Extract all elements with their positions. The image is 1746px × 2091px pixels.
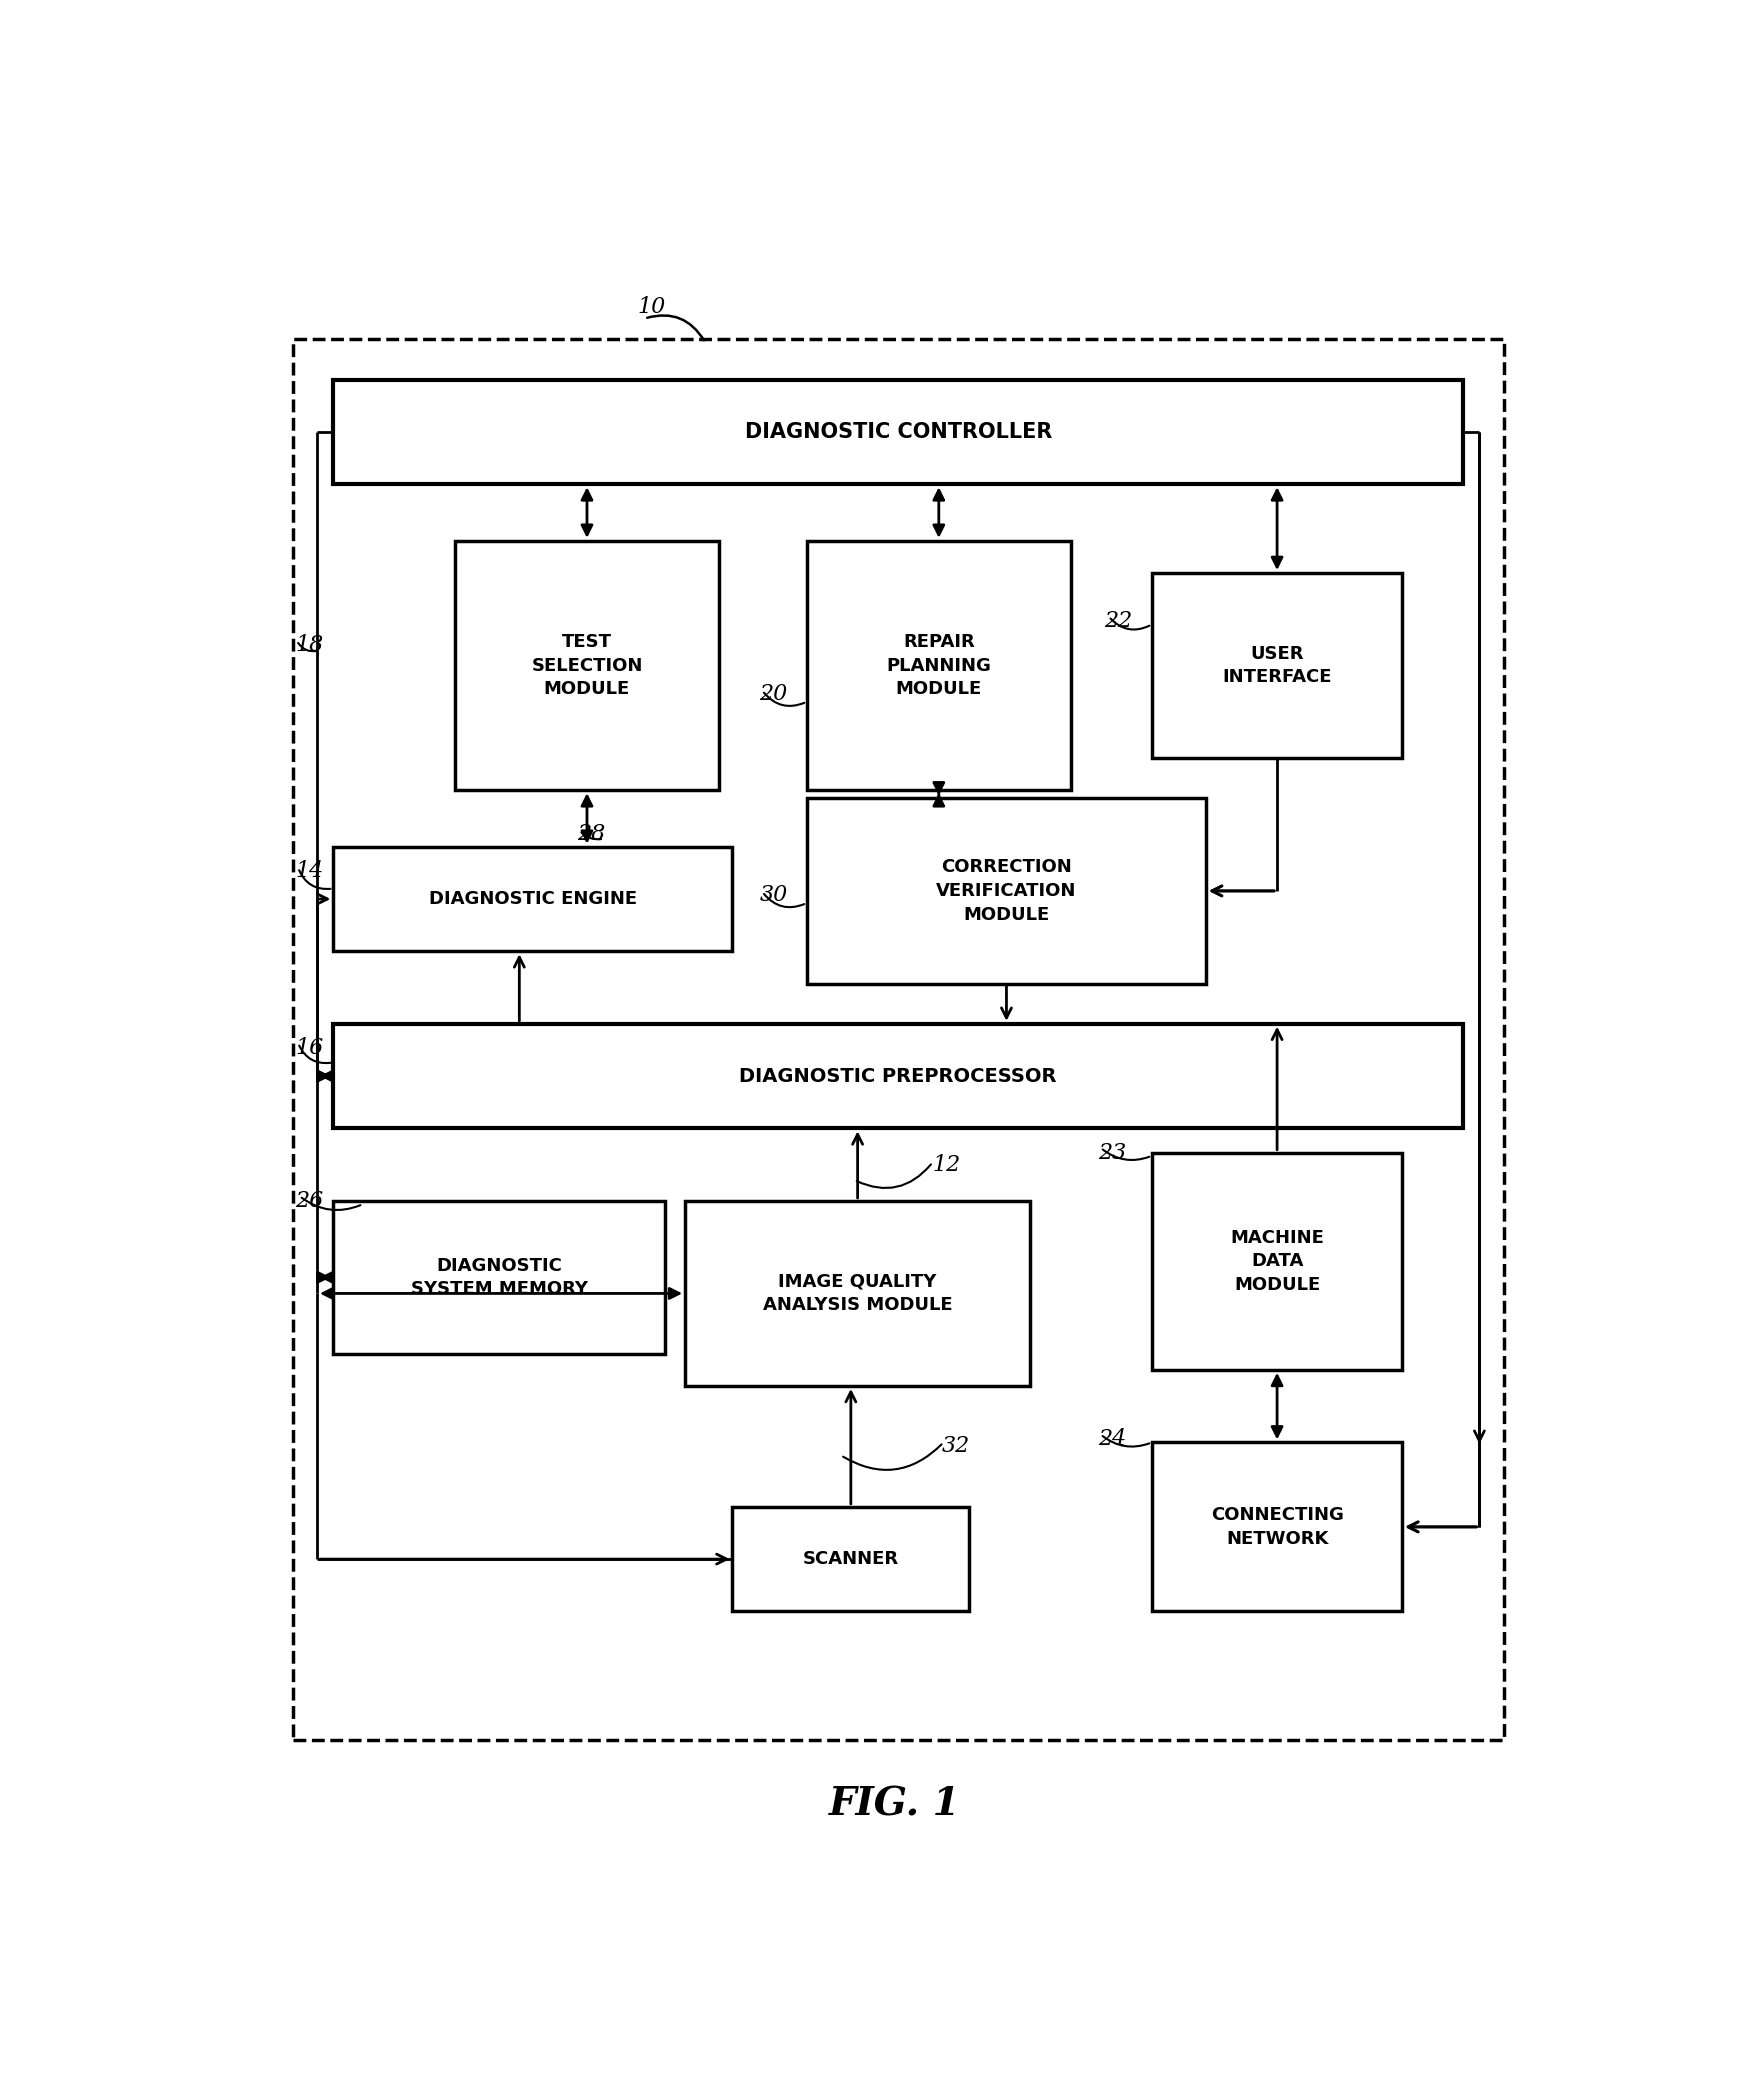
Text: 18: 18 [295,634,323,657]
Bar [456,542,719,790]
Text: 24: 24 [1098,1428,1126,1451]
Text: 26: 26 [295,1190,323,1213]
Bar [333,381,1463,485]
Text: 22: 22 [1105,611,1133,631]
Text: CONNECTING
NETWORK: CONNECTING NETWORK [1210,1506,1343,1547]
Text: DIAGNOSTIC PREPROCESSOR: DIAGNOSTIC PREPROCESSOR [740,1066,1056,1085]
Text: 28: 28 [576,822,606,845]
Text: 16: 16 [295,1037,323,1058]
Text: 32: 32 [943,1434,971,1457]
Bar [293,339,1503,1740]
Text: 14: 14 [295,859,323,882]
Text: IMAGE QUALITY
ANALYSIS MODULE: IMAGE QUALITY ANALYSIS MODULE [763,1273,952,1315]
Text: CORRECTION
VERIFICATION
MODULE: CORRECTION VERIFICATION MODULE [936,857,1077,924]
Text: 10: 10 [637,297,665,318]
Bar [684,1200,1030,1386]
Bar [807,799,1206,983]
Text: 12: 12 [932,1154,960,1177]
Text: DIAGNOSTIC ENGINE: DIAGNOSTIC ENGINE [430,891,637,907]
Bar [1152,573,1402,759]
Text: USER
INTERFACE: USER INTERFACE [1222,644,1332,686]
Text: REPAIR
PLANNING
MODULE: REPAIR PLANNING MODULE [887,634,992,698]
Text: 30: 30 [760,884,787,905]
Bar [807,542,1070,790]
Text: FIG. 1: FIG. 1 [829,1786,960,1823]
Text: 20: 20 [760,682,787,705]
Text: DIAGNOSTIC CONTROLLER: DIAGNOSTIC CONTROLLER [744,422,1051,441]
Text: MACHINE
DATA
MODULE: MACHINE DATA MODULE [1231,1230,1323,1294]
Text: TEST
SELECTION
MODULE: TEST SELECTION MODULE [531,634,643,698]
Bar [333,1025,1463,1129]
Text: SCANNER: SCANNER [803,1549,899,1568]
Bar [1152,1443,1402,1612]
Text: DIAGNOSTIC
SYSTEM MEMORY: DIAGNOSTIC SYSTEM MEMORY [410,1257,587,1299]
Text: 23: 23 [1098,1142,1126,1163]
Bar [333,847,733,951]
Bar [333,1200,665,1353]
Bar [1152,1152,1402,1370]
Bar [733,1508,969,1612]
